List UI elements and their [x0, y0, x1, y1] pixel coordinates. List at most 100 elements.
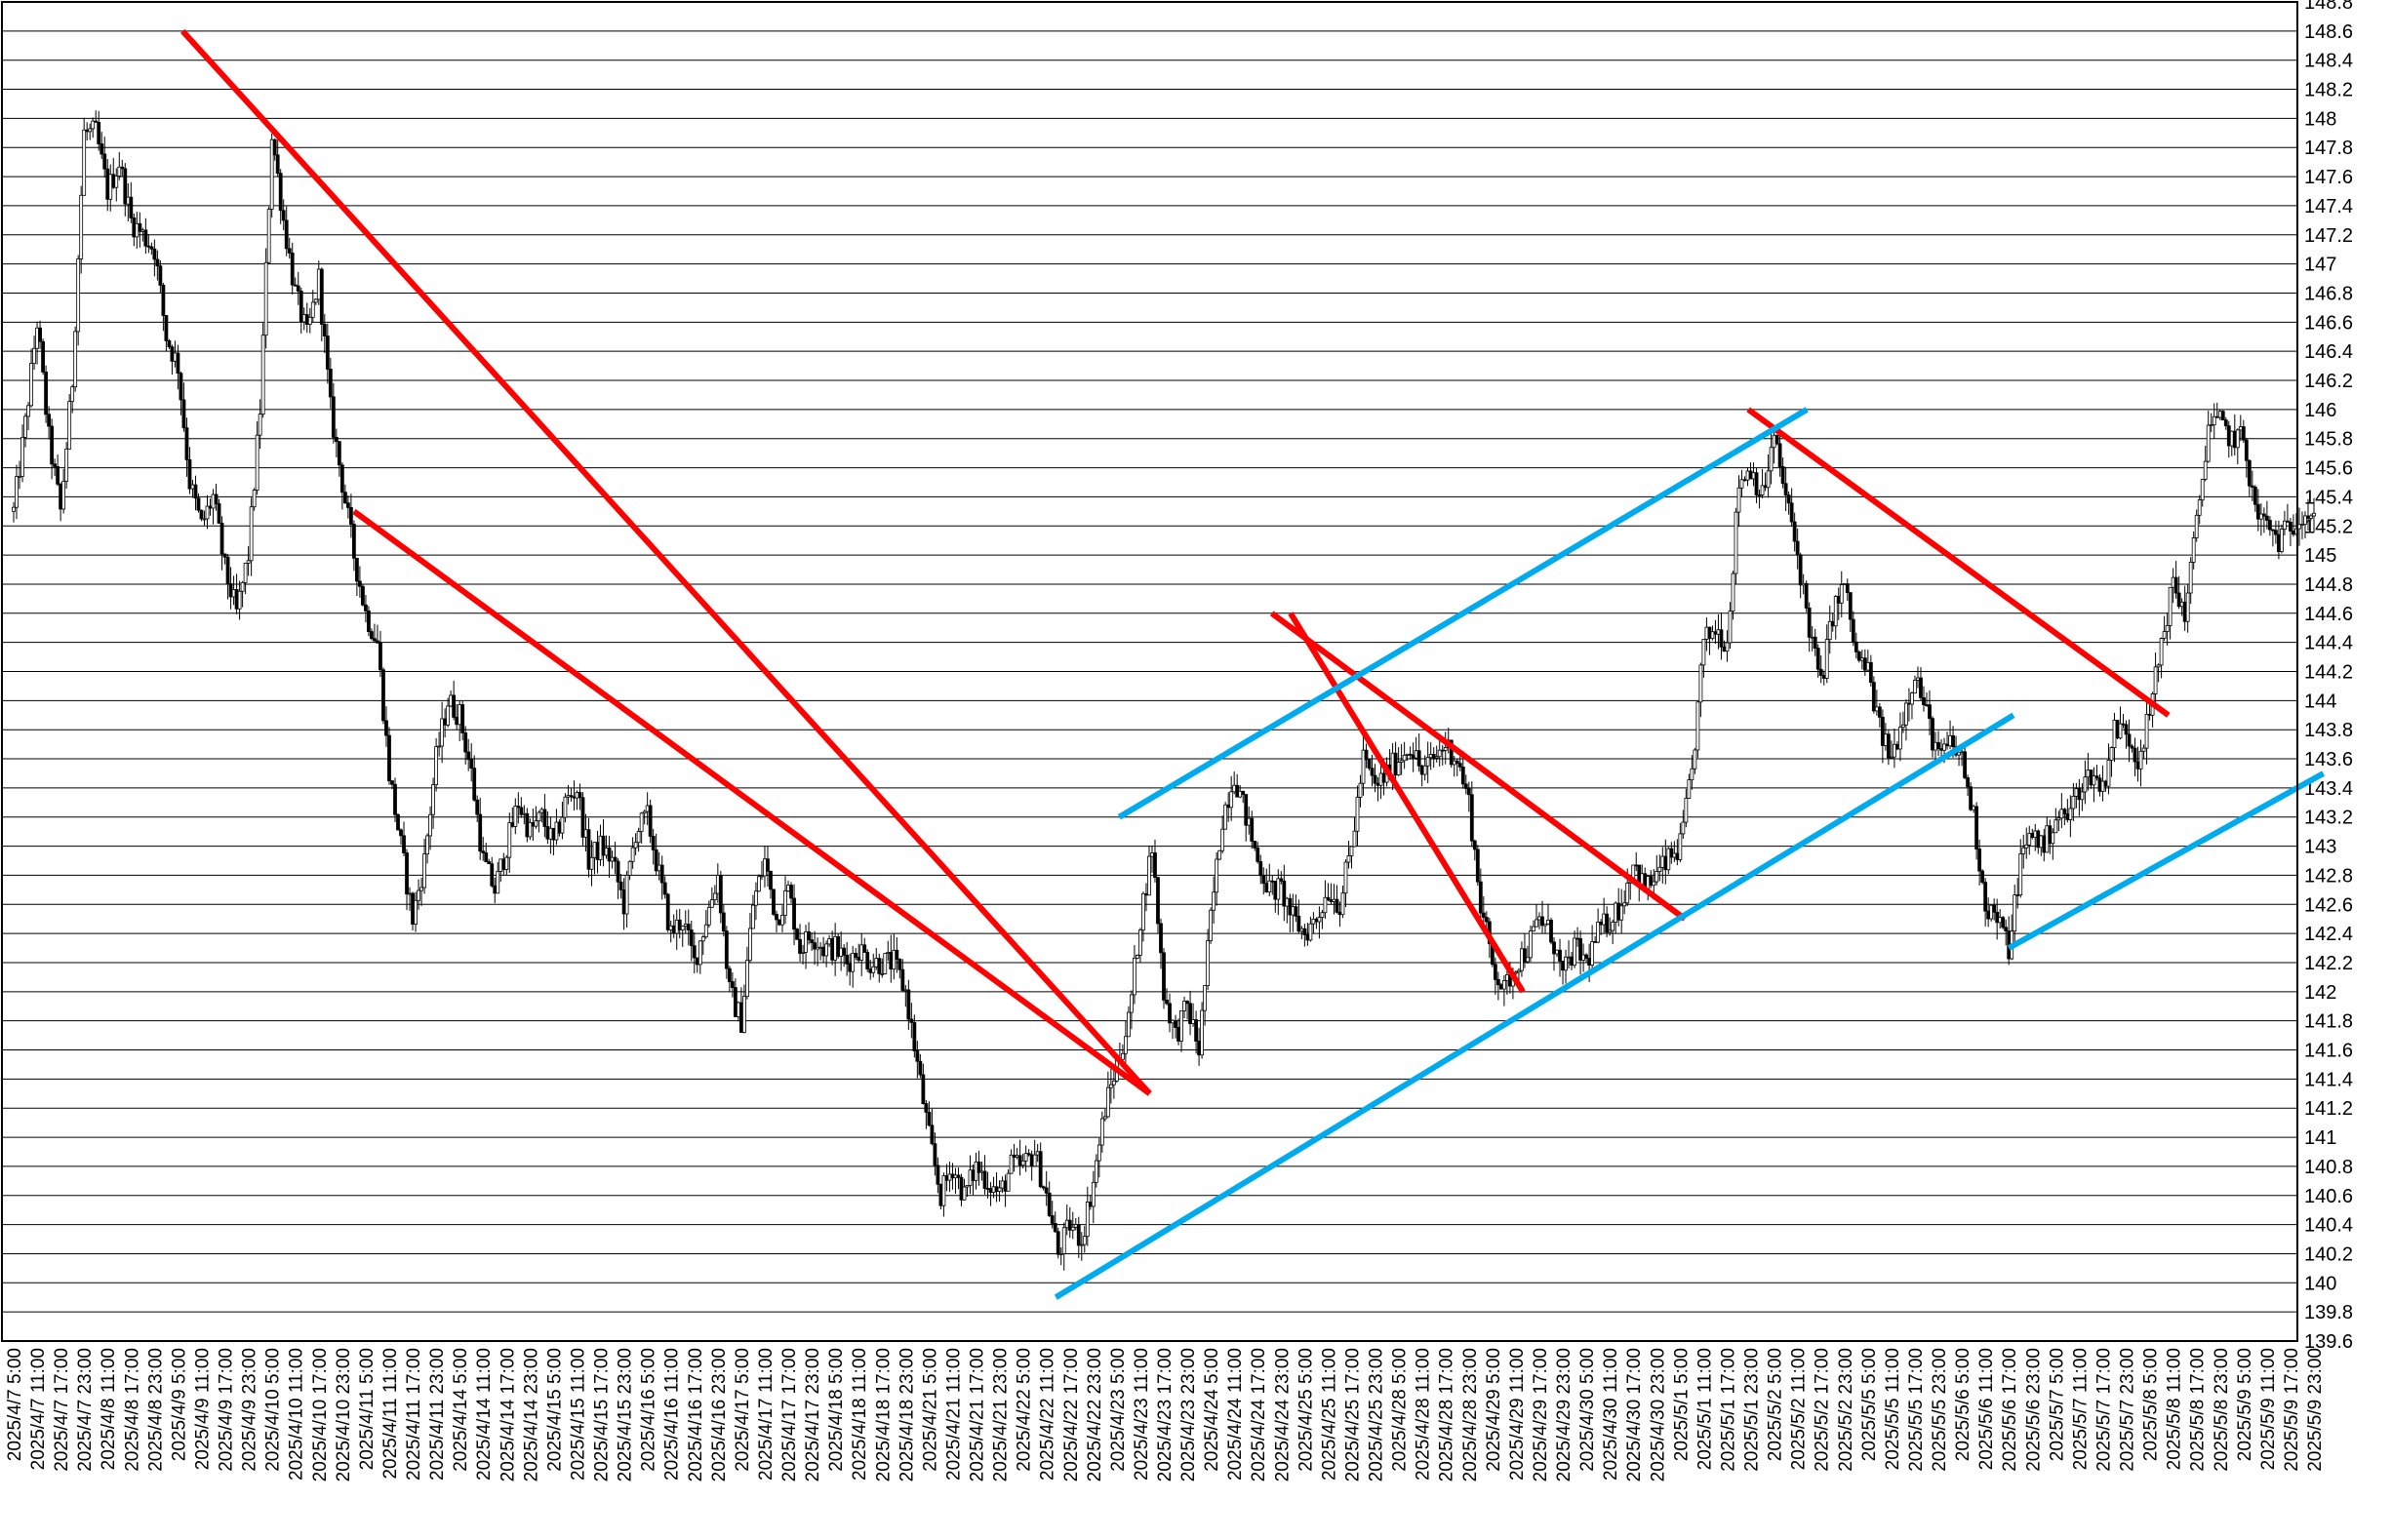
- candle: [824, 940, 829, 967]
- candle: [1041, 1185, 1046, 1191]
- candle: [1989, 904, 1994, 922]
- candle: [618, 874, 623, 899]
- candle: [1719, 612, 1724, 660]
- x-tick-label: 2025/5/7 23:00: [2118, 1348, 2138, 1472]
- candle: [1399, 743, 1404, 775]
- candle: [2247, 459, 2252, 497]
- candle: [2162, 615, 2167, 642]
- candle: [2255, 489, 2260, 532]
- candle: [560, 801, 565, 840]
- candle: [2138, 739, 2143, 787]
- candle: [1038, 1142, 1043, 1189]
- candle: [158, 259, 163, 294]
- x-tick-label: 2025/4/7 17:00: [52, 1348, 72, 1472]
- gridlines: [2, 1, 2297, 1342]
- y-tick-label: 140.6: [2304, 1186, 2353, 1207]
- candle: [2194, 509, 2199, 542]
- x-tick-label: 2025/4/7 23:00: [75, 1348, 96, 1472]
- candle: [138, 212, 142, 248]
- candle: [1693, 747, 1697, 774]
- candle: [1757, 489, 1762, 509]
- x-tick-label: 2025/4/30 17:00: [1624, 1348, 1645, 1481]
- candle: [2286, 503, 2290, 523]
- candle: [1147, 845, 1151, 896]
- candle: [1335, 885, 1339, 914]
- candle: [1053, 1211, 1057, 1234]
- candle: [23, 413, 27, 448]
- candle: [630, 837, 635, 869]
- x-tick-label: 2025/5/2 5:00: [1766, 1348, 1786, 1461]
- candle: [322, 313, 327, 354]
- x-tick-label: 2025/4/25 11:00: [1319, 1348, 1339, 1481]
- candle: [1666, 847, 1671, 875]
- candle: [982, 1155, 987, 1195]
- candle: [789, 882, 793, 904]
- candle: [1798, 552, 1803, 599]
- x-tick-label: 2025/4/15 11:00: [568, 1348, 588, 1481]
- x-tick-label: 2025/5/9 5:00: [2235, 1348, 2255, 1461]
- candle: [1355, 785, 1360, 847]
- y-tick-label: 148.2: [2304, 80, 2353, 101]
- candle: [1774, 434, 1779, 446]
- x-tick-label: 2025/5/6 11:00: [1976, 1348, 1997, 1470]
- candle: [2241, 419, 2246, 444]
- candle: [1443, 731, 1448, 765]
- plot-border: [1, 1, 2298, 1342]
- candle: [1463, 774, 1468, 795]
- candle: [760, 860, 764, 881]
- candle: [1425, 741, 1430, 784]
- candle: [2283, 510, 2287, 536]
- candle: [1481, 895, 1486, 924]
- candle: [862, 937, 867, 953]
- candle: [1296, 899, 1301, 933]
- candle: [1684, 788, 1689, 828]
- candle: [2053, 808, 2058, 834]
- candle: [1898, 712, 1902, 762]
- candle: [1282, 864, 1287, 922]
- candle: [2124, 720, 2129, 749]
- candle: [2258, 503, 2263, 536]
- candle: [1244, 794, 1249, 842]
- candle: [1253, 841, 1257, 851]
- candle: [941, 1172, 946, 1217]
- candle: [152, 239, 157, 277]
- x-tick-label: 2025/4/21 11:00: [943, 1348, 964, 1481]
- x-tick-label: 2025/4/30 23:00: [1648, 1348, 1668, 1481]
- candle: [2203, 446, 2208, 482]
- candle: [1434, 745, 1439, 763]
- candle: [680, 926, 685, 947]
- x-tick-label: 2025/4/8 17:00: [122, 1348, 142, 1472]
- candle: [2250, 470, 2254, 501]
- candle: [1367, 759, 1372, 770]
- x-tick-label: 2025/4/16 11:00: [662, 1348, 683, 1481]
- candle: [1789, 488, 1794, 527]
- candle: [2280, 524, 2284, 554]
- candle: [1904, 699, 1908, 741]
- x-tick-label: 2025/4/25 23:00: [1367, 1348, 1387, 1481]
- x-tick-label: 2025/4/9 11:00: [192, 1348, 213, 1470]
- candle: [504, 854, 509, 876]
- candle: [1343, 859, 1348, 908]
- y-tick-label: 141.2: [2304, 1098, 2353, 1120]
- candle: [1739, 469, 1744, 498]
- candle: [2191, 531, 2196, 570]
- y-tick-label: 142.2: [2304, 953, 2353, 974]
- candle: [542, 794, 547, 838]
- candle: [1535, 903, 1538, 928]
- x-tick-label: 2025/5/5 17:00: [1906, 1348, 1927, 1472]
- candle: [342, 484, 347, 504]
- candle: [1358, 774, 1363, 808]
- candle: [1105, 1071, 1110, 1119]
- candle: [1023, 1145, 1028, 1172]
- x-tick-label: 2025/4/23 5:00: [1108, 1348, 1129, 1472]
- candle: [578, 783, 582, 810]
- candle: [26, 402, 30, 431]
- candle: [1323, 880, 1328, 920]
- candle: [1026, 1149, 1031, 1157]
- candle: [2071, 782, 2076, 821]
- candle: [272, 138, 277, 161]
- candle: [1050, 1201, 1055, 1229]
- candle: [97, 110, 101, 151]
- candle: [56, 454, 60, 487]
- candle: [1006, 1169, 1011, 1192]
